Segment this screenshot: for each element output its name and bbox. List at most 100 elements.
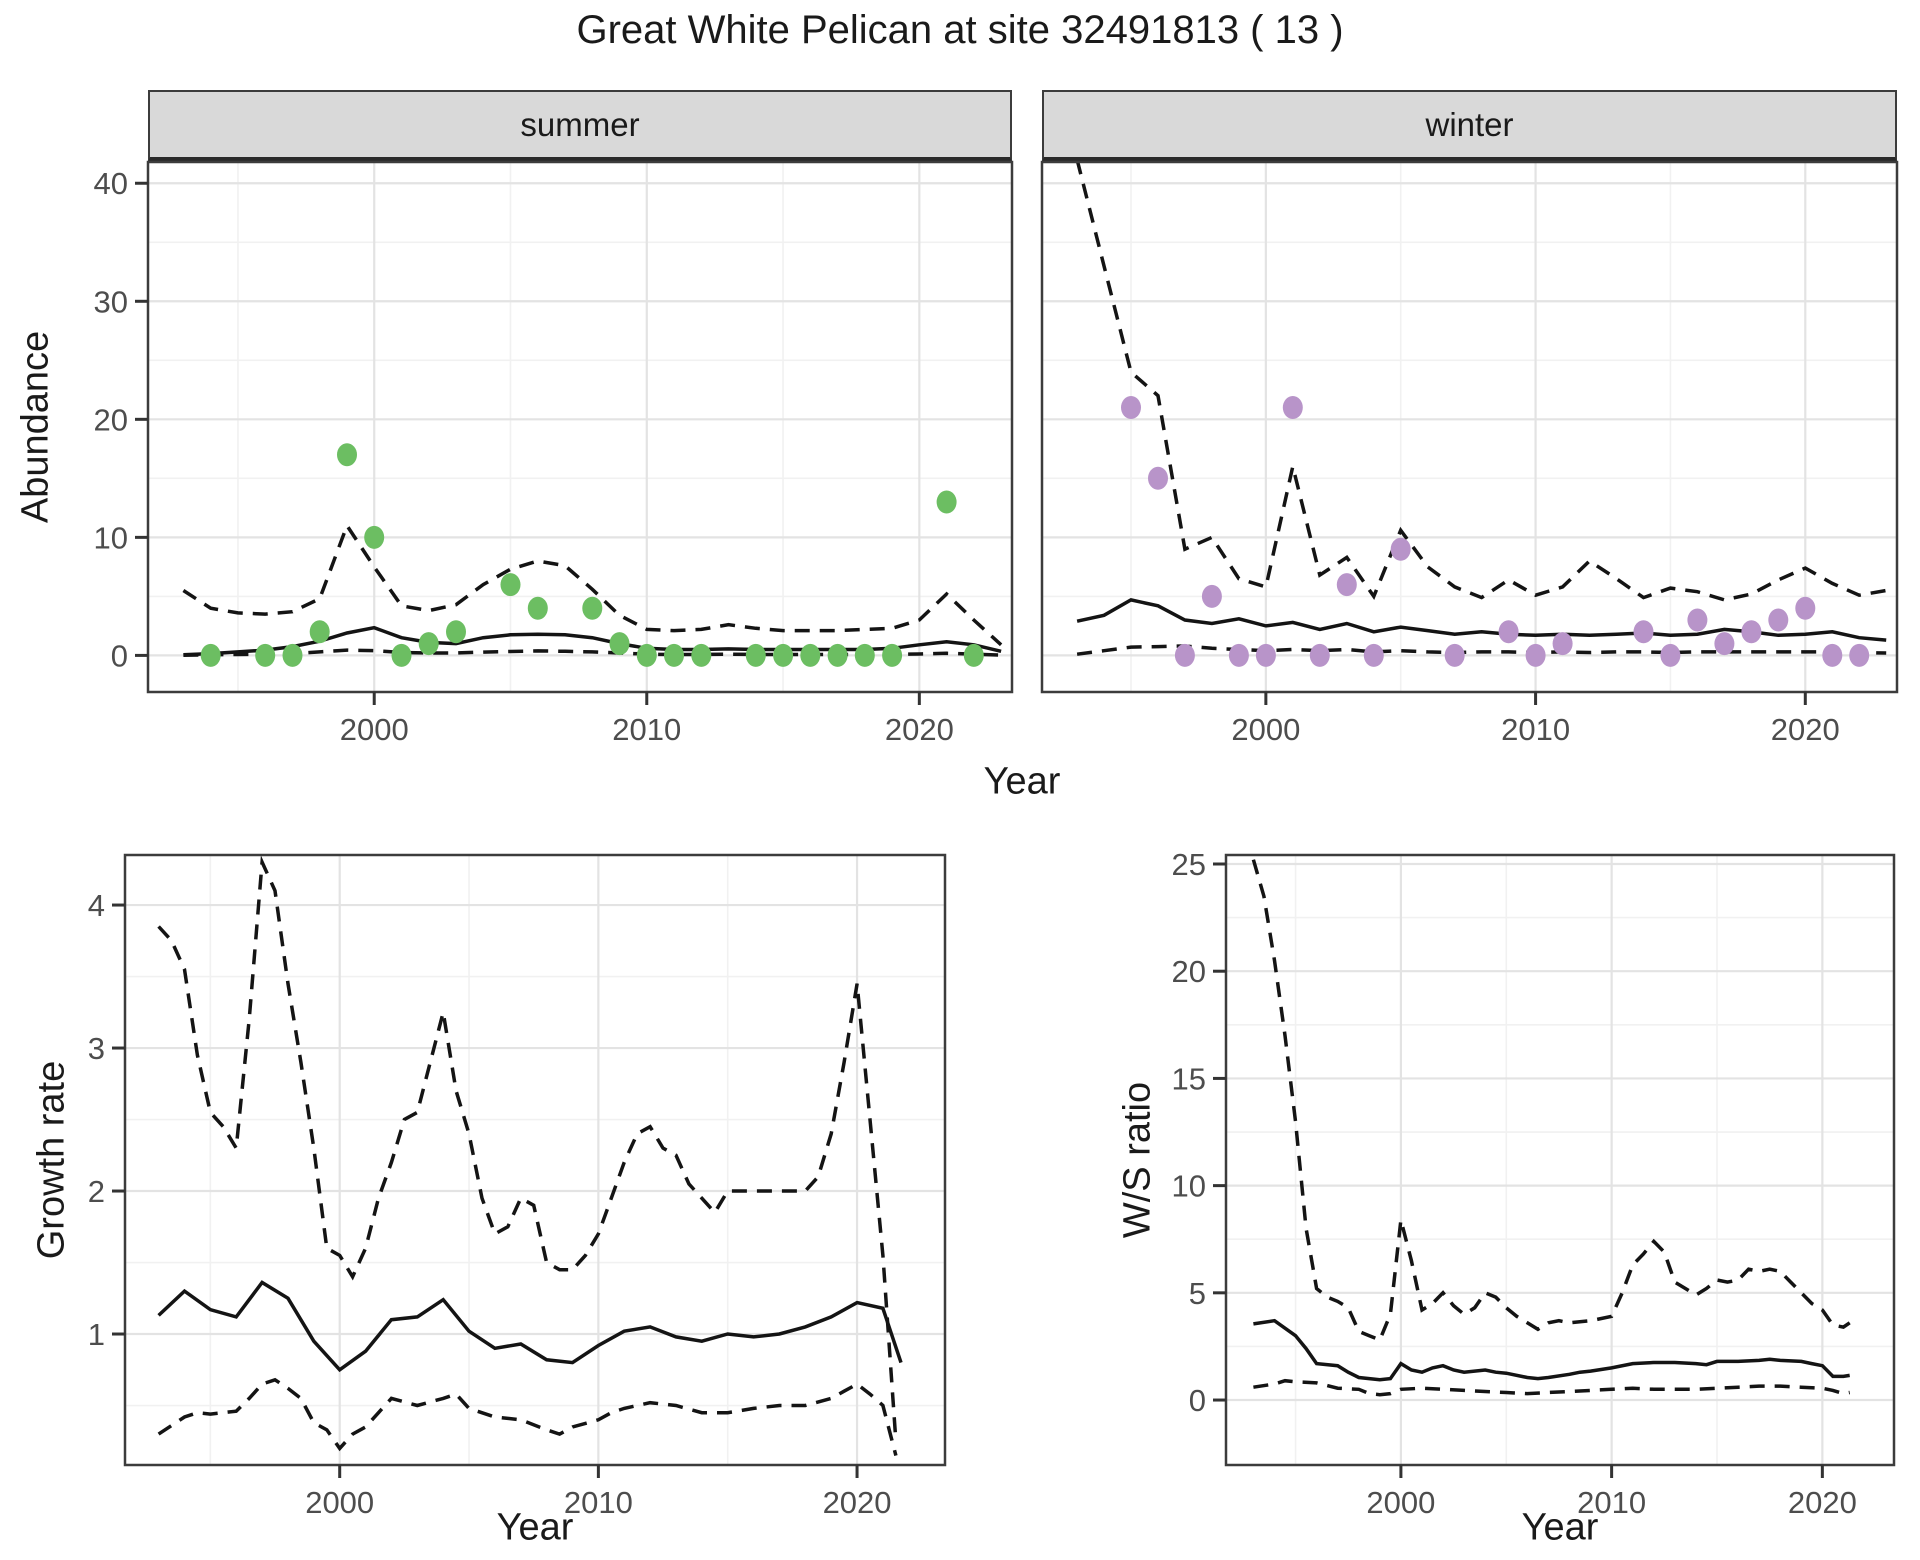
y-tick-label: 25: [1172, 847, 1206, 882]
growth-rate-axis-title: Growth rate: [30, 1060, 73, 1260]
line-median: [1076, 598, 1887, 642]
data-point: [1660, 643, 1681, 667]
x-tick-label: 2020: [823, 1485, 892, 1520]
panel-summer: 2000 2010 2020 0 10 20 30 40: [94, 160, 1014, 747]
data-point: [255, 643, 276, 667]
panel-winter: 2000 2010 2020: [1040, 160, 1899, 747]
data-point: [1795, 596, 1816, 620]
y-tick-label: 5: [1189, 1276, 1206, 1311]
line-upper-ci: [1251, 859, 1851, 1343]
data-point: [1849, 643, 1870, 667]
data-point: [636, 643, 657, 667]
data-point: [1714, 632, 1735, 656]
series-group: [1251, 859, 1851, 1397]
data-point: [282, 643, 303, 667]
data-point: [827, 643, 848, 667]
y-tick-label: 20: [94, 402, 128, 437]
y-tick-label: 4: [88, 888, 105, 923]
data-point: [1363, 643, 1384, 667]
data-point: [800, 643, 821, 667]
series-group: [1075, 162, 1887, 656]
x-tick-label: 2010: [612, 712, 681, 747]
data-point: [1444, 643, 1465, 667]
data-point: [1148, 466, 1168, 490]
y-tick-label: 3: [88, 1031, 105, 1066]
data-point: [936, 490, 957, 514]
data-point: [1228, 643, 1249, 667]
series-group: [157, 855, 903, 1457]
y-tick-label: 0: [111, 638, 128, 673]
data-point: [446, 620, 466, 644]
abundance-axis-title: Abundance: [14, 330, 57, 524]
data-point: [882, 643, 903, 667]
x-tick-label: 2020: [1771, 712, 1840, 747]
growth-year-axis-title: Year: [496, 1506, 574, 1549]
x-tick-label: 2000: [1231, 712, 1300, 747]
x-tick-label: 2010: [1577, 1485, 1646, 1520]
x-tick-label: 2000: [305, 1485, 374, 1520]
line-lower-ci: [1253, 1378, 1851, 1397]
facet-strip-winter: winter: [1042, 90, 1897, 162]
data-point: [1687, 608, 1708, 632]
data-point: [609, 632, 630, 656]
top-year-axis-title: Year: [983, 760, 1061, 803]
x-tick-label: 2000: [340, 712, 409, 747]
data-point: [773, 643, 794, 667]
data-point: [1525, 643, 1546, 667]
facet-strip-winter-label: winter: [1425, 105, 1514, 143]
line-upper-ci: [1075, 162, 1887, 602]
data-point: [1282, 396, 1303, 419]
line-lower-ci: [157, 1377, 898, 1457]
data-point: [745, 643, 766, 667]
data-point: [309, 620, 330, 644]
data-point: [1336, 573, 1357, 597]
data-point: [1309, 643, 1330, 667]
y-tick-label: 1: [88, 1317, 105, 1352]
ws-ratio-axis-title: W/S ratio: [1116, 1081, 1159, 1239]
data-point: [1552, 632, 1573, 656]
facet-strip-summer: summer: [148, 90, 1012, 162]
observed-abundance-winter-group: [1121, 396, 1870, 667]
data-point: [200, 643, 221, 667]
panel-border: [146, 160, 1014, 694]
x-tick-label: 2020: [1788, 1485, 1857, 1520]
data-point: [1822, 643, 1843, 667]
y-tick-label: 30: [94, 284, 128, 319]
data-point: [963, 643, 984, 667]
y-tick-label: 20: [1172, 954, 1206, 989]
x-tick-label: 2020: [885, 712, 954, 747]
line-upper-ci: [157, 855, 898, 1442]
series-group: [182, 521, 1003, 657]
facet-strip-summer-label: summer: [520, 105, 640, 143]
x-tick-label: 2010: [564, 1485, 633, 1520]
data-point: [1201, 584, 1222, 608]
panel-W/S ratio: 2000 2010 2020 0 5 10 15 20 25: [1172, 847, 1896, 1520]
data-point: [500, 573, 521, 597]
y-tick-label: 10: [1172, 1169, 1206, 1204]
data-point: [527, 596, 548, 620]
line-upper-ci: [182, 521, 1003, 647]
line-median: [157, 1280, 903, 1373]
y-tick-label: 40: [94, 166, 128, 201]
data-point: [1498, 620, 1519, 644]
line-median: [1253, 1318, 1850, 1382]
observed-abundance-summer-group: [200, 443, 984, 667]
y-tick-label: 10: [94, 520, 128, 555]
data-point: [691, 643, 712, 667]
panel-border: [123, 853, 947, 1467]
data-point: [1390, 537, 1411, 561]
data-point: [364, 525, 385, 549]
y-tick-label: 0: [1189, 1383, 1206, 1418]
data-point: [664, 643, 684, 667]
data-point: [854, 643, 875, 667]
data-point: [1768, 608, 1789, 632]
data-point: [337, 443, 357, 467]
panel-border: [1224, 853, 1896, 1467]
x-tick-label: 2000: [1366, 1485, 1435, 1520]
panel-Growth rate: 2000 2010 2020 1 2 3 4: [88, 853, 947, 1520]
data-point: [391, 643, 412, 667]
chart-title: Great White Pelican at site 32491813 ( 1…: [576, 8, 1344, 52]
y-tick-label: 2: [88, 1174, 105, 1209]
y-tick-label: 15: [1172, 1061, 1206, 1096]
